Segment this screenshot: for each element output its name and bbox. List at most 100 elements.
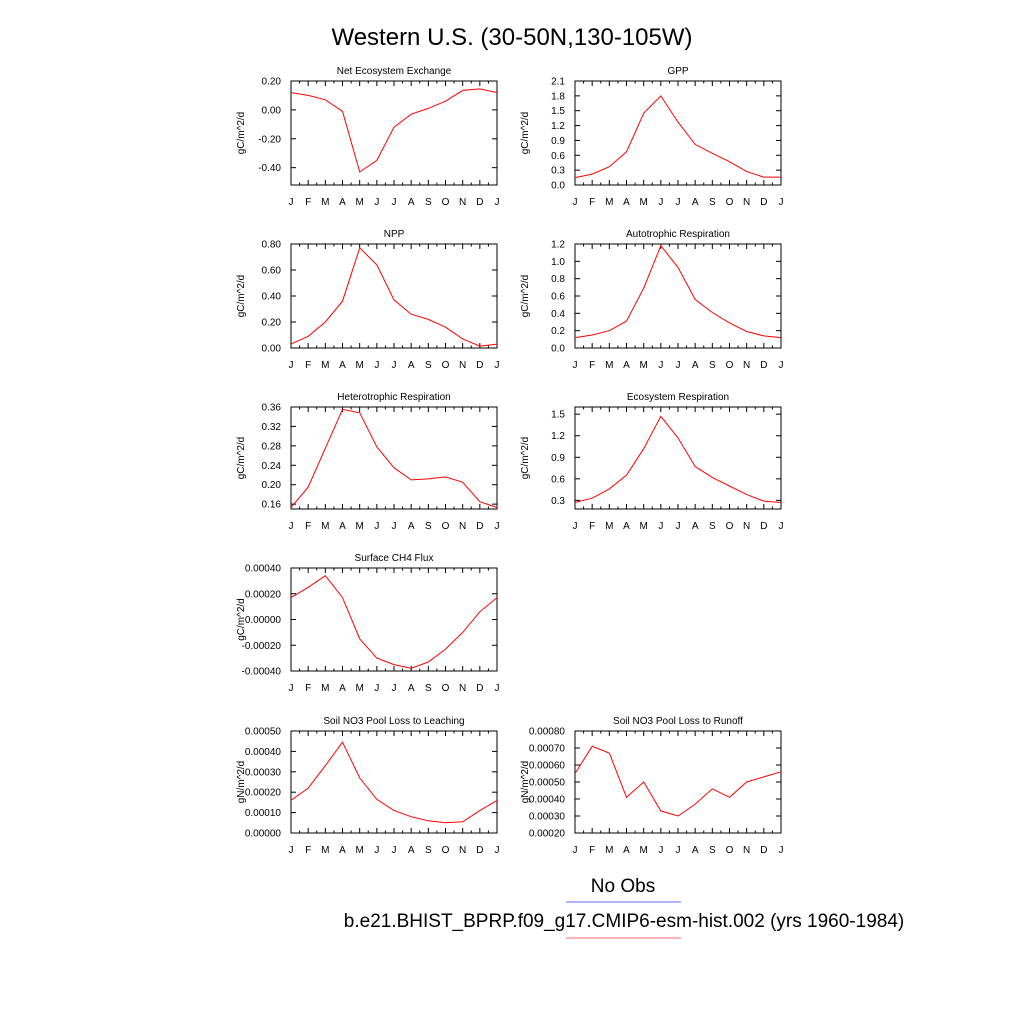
x-tick-label: F	[589, 360, 595, 371]
y-tick-label: 0.00	[262, 105, 282, 116]
x-tick-label: N	[743, 845, 750, 856]
y-tick-label: 0.00080	[529, 727, 566, 738]
x-tick-label: D	[760, 360, 767, 371]
y-tick-label: 0.00040	[245, 564, 282, 575]
x-tick-label: M	[639, 197, 647, 208]
y-tick-label: 0.00	[262, 344, 282, 355]
x-tick-label: J	[374, 683, 379, 694]
y-tick-label: 1.2	[551, 240, 565, 251]
x-tick-label: M	[321, 845, 329, 856]
x-tick-label: N	[743, 197, 750, 208]
x-tick-label: J	[374, 845, 379, 856]
x-tick-label: N	[459, 197, 466, 208]
x-tick-label: J	[573, 360, 578, 371]
series-line-1	[574, 745, 782, 817]
y-tick-label: 0.00030	[529, 812, 566, 823]
x-tick-label: J	[289, 197, 294, 208]
x-tick-label: J	[374, 360, 379, 371]
y-tick-label: -0.00040	[242, 667, 282, 678]
series-line-1	[574, 95, 781, 179]
x-tick-label: O	[442, 683, 450, 694]
y-tick-label: 2.1	[551, 77, 565, 88]
x-tick-label: D	[476, 845, 483, 856]
y-tick-label: 1.0	[551, 257, 565, 268]
y-tick-label: 0.00040	[529, 795, 566, 806]
y-tick-label: 0.4	[551, 309, 565, 320]
y-axis-label: gN/m^2/d	[520, 761, 531, 804]
x-tick-label: M	[355, 197, 363, 208]
x-tick-label: A	[692, 521, 699, 532]
legend: No Obs b.e21.BHIST_BPRP.f09_g17.CMIP6-es…	[344, 876, 904, 939]
x-tick-label: M	[639, 845, 647, 856]
x-tick-label: A	[339, 360, 346, 371]
x-tick-label: J	[658, 845, 663, 856]
x-tick-label: S	[709, 521, 716, 532]
x-tick-label: S	[709, 197, 716, 208]
plot-frame	[574, 730, 782, 834]
x-tick-label: S	[425, 360, 432, 371]
x-tick-label: J	[392, 521, 397, 532]
y-tick-label: 0.9	[551, 453, 565, 464]
x-tick-label: J	[495, 845, 500, 856]
y-tick-label: 0.24	[262, 461, 282, 472]
x-tick-label: M	[321, 521, 329, 532]
series-line-1	[290, 88, 498, 173]
x-tick-label: J	[573, 845, 578, 856]
x-tick-label: J	[779, 521, 784, 532]
x-tick-label: M	[321, 197, 329, 208]
x-tick-label: O	[726, 360, 734, 371]
y-tick-label: -0.40	[258, 163, 281, 174]
chart-title: Surface CH4 Flux	[355, 553, 434, 564]
x-tick-label: A	[623, 360, 630, 371]
y-tick-label: 0.00050	[245, 727, 282, 738]
chart-title: NPP	[384, 229, 405, 240]
x-tick-label: J	[658, 360, 663, 371]
x-tick-label: M	[321, 360, 329, 371]
x-tick-label: S	[709, 845, 716, 856]
x-tick-label: N	[743, 521, 750, 532]
x-tick-label: A	[408, 845, 415, 856]
x-tick-label: S	[425, 845, 432, 856]
x-tick-label: A	[623, 521, 630, 532]
x-tick-label: M	[321, 683, 329, 694]
x-tick-label: O	[726, 845, 734, 856]
x-tick-label: J	[289, 683, 294, 694]
y-axis-label: gC/m^2/d	[236, 112, 247, 155]
x-tick-label: M	[639, 360, 647, 371]
y-tick-label: 0.28	[262, 441, 282, 452]
x-tick-label: J	[676, 360, 681, 371]
y-tick-label: 0.00020	[529, 829, 566, 840]
x-tick-label: J	[495, 360, 500, 371]
legend-label-obs: No Obs	[591, 876, 655, 897]
x-tick-label: F	[305, 360, 311, 371]
x-tick-label: D	[476, 197, 483, 208]
chart-title: Soil NO3 Pool Loss to Runoff	[613, 716, 743, 727]
x-tick-label: A	[692, 197, 699, 208]
x-tick-label: A	[623, 197, 630, 208]
plot-frame	[574, 80, 782, 186]
y-tick-label: 0.20	[262, 480, 282, 491]
y-tick-label: 1.5	[551, 410, 565, 421]
x-tick-label: N	[459, 360, 466, 371]
y-tick-label: 0.20	[262, 77, 282, 88]
plot-frame	[290, 730, 498, 834]
x-tick-label: J	[676, 845, 681, 856]
x-tick-label: M	[355, 845, 363, 856]
y-tick-label: 0.6	[551, 292, 565, 303]
x-tick-label: O	[726, 521, 734, 532]
y-tick-label: 0.8	[551, 274, 565, 285]
x-tick-label: J	[658, 521, 663, 532]
y-tick-label: 0.36	[262, 403, 282, 414]
x-tick-label: F	[589, 197, 595, 208]
plot-frame	[290, 406, 498, 510]
figure-title: Western U.S. (30-50N,130-105W)	[331, 24, 692, 51]
x-tick-label: J	[289, 845, 294, 856]
x-tick-label: A	[339, 521, 346, 532]
